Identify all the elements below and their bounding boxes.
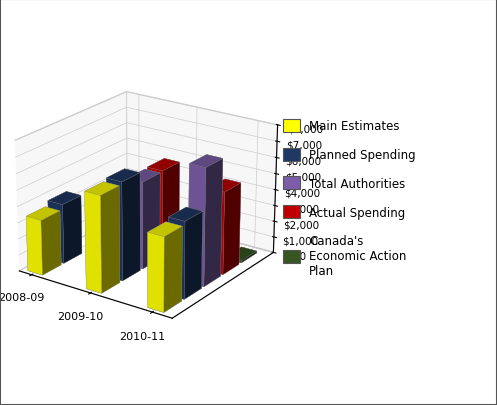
Legend: Main Estimates, Planned Spending, Total Authorities, Actual Spending, Canada's
E: Main Estimates, Planned Spending, Total …	[283, 119, 416, 277]
